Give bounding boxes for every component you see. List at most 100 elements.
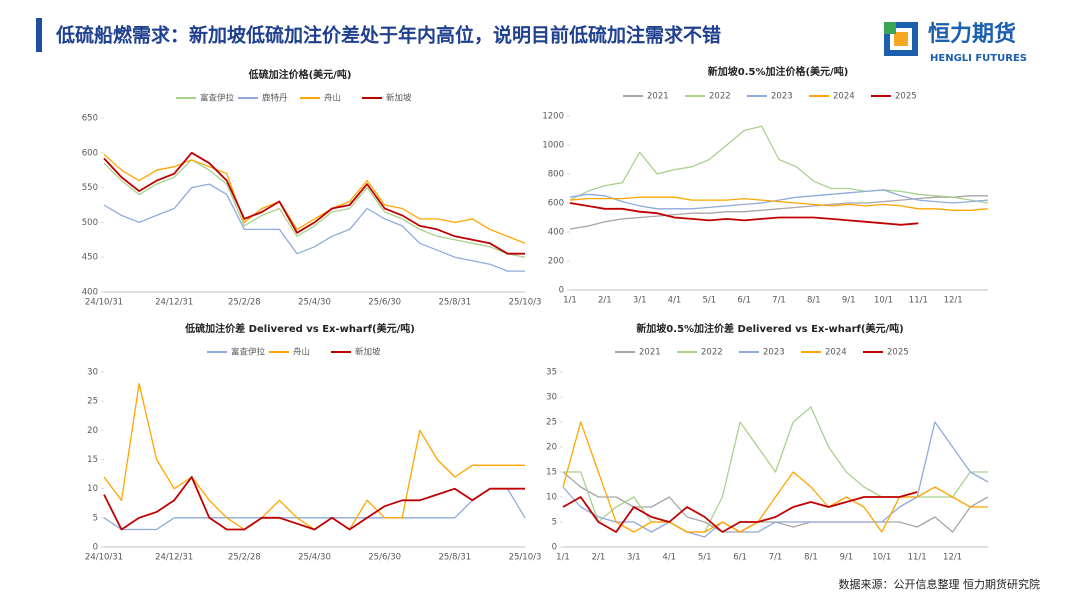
- y-tick-label: 200: [548, 257, 564, 267]
- x-tick-label: 25/4/30: [298, 298, 331, 308]
- x-tick-label: 6/1: [733, 553, 747, 563]
- x-tick-label: 5/1: [698, 553, 712, 563]
- series-line: [562, 471, 989, 533]
- y-tick-label: 500: [82, 218, 98, 228]
- x-tick-label: 10/1: [872, 553, 891, 563]
- legend-label: 富查伊拉: [231, 347, 266, 358]
- x-tick-label: 8/1: [807, 296, 821, 306]
- x-tick-label: 9/1: [842, 296, 856, 306]
- legend-label: 2025: [895, 92, 917, 102]
- chart-title: 新加坡0.5%加注价格(美元/吨): [708, 65, 849, 78]
- logo-icon: [884, 22, 918, 56]
- y-tick-label: 450: [82, 253, 98, 263]
- y-tick-label: 10: [87, 484, 98, 494]
- x-tick-label: 2/1: [598, 296, 612, 306]
- y-tick-label: 10: [546, 493, 557, 503]
- legend-label: 舟山: [324, 93, 341, 104]
- y-tick-label: 30: [546, 393, 557, 403]
- legend-label: 舟山: [293, 347, 310, 358]
- series-line: [569, 202, 919, 226]
- x-tick-label: 24/10/31: [85, 553, 123, 563]
- x-tick-label: 25/2/28: [228, 298, 261, 308]
- series-line: [562, 421, 989, 538]
- y-tick-label: 5: [93, 513, 98, 523]
- x-tick-label: 10/1: [874, 296, 893, 306]
- y-tick-label: 0: [559, 286, 564, 296]
- chart-title: 低硫加注价差 Delivered vs Ex-wharf(美元/吨): [184, 322, 415, 335]
- x-tick-label: 25/2/28: [228, 553, 261, 563]
- x-tick-label: 25/8/31: [438, 553, 471, 563]
- legend-label: 鹿特丹: [262, 93, 288, 104]
- y-tick-label: 550: [82, 183, 98, 193]
- logo-text: 恒力期货: [928, 21, 1016, 47]
- chart-title: 低硫加注价格(美元/吨): [248, 68, 352, 81]
- x-tick-label: 25/6/30: [368, 298, 401, 308]
- y-tick-label: 25: [87, 397, 98, 407]
- x-tick-label: 25/4/30: [298, 553, 331, 563]
- y-tick-label: 20: [87, 426, 98, 436]
- x-tick-label: 24/10/31: [85, 298, 123, 308]
- y-tick-label: 600: [548, 199, 564, 209]
- y-tick-label: 1000: [542, 141, 564, 151]
- y-tick-label: 600: [82, 148, 98, 158]
- series-line: [569, 195, 988, 230]
- legend-label: 2021: [639, 348, 661, 358]
- x-tick-label: 24/12/31: [155, 553, 193, 563]
- x-tick-label: 4/1: [662, 553, 676, 563]
- legend-label: 2021: [647, 92, 669, 102]
- legend-label: 新加坡: [386, 93, 412, 104]
- series-line: [103, 151, 525, 255]
- x-tick-label: 9/1: [839, 553, 853, 563]
- x-tick-label: 11/1: [909, 296, 928, 306]
- x-tick-label: 1/1: [556, 553, 570, 563]
- legend-label: 2022: [709, 92, 731, 102]
- y-tick-label: 15: [87, 455, 98, 465]
- y-tick-label: 30: [87, 368, 98, 378]
- series-line: [103, 488, 526, 531]
- series-line: [562, 421, 988, 533]
- x-tick-label: 7/1: [769, 553, 783, 563]
- series-line: [569, 189, 989, 210]
- source: 数据来源：公开信息整理 恒力期货研究院: [839, 577, 1041, 591]
- x-tick-label: 25/10/3: [509, 298, 542, 308]
- legend-label: 2022: [701, 348, 723, 358]
- y-tick-label: 400: [82, 288, 98, 298]
- slide-title: 低硫船燃需求：新加坡低硫加注价差处于年内高位，说明目前低硫加注需求不错: [55, 24, 721, 47]
- y-tick-label: 20: [546, 443, 557, 453]
- y-tick-label: 400: [548, 228, 564, 238]
- x-tick-label: 3/1: [633, 296, 647, 306]
- y-tick-label: 5: [552, 518, 557, 528]
- series-line: [562, 491, 918, 533]
- y-tick-label: 15: [546, 468, 557, 478]
- series-line: [569, 125, 989, 204]
- x-tick-label: 1/1: [563, 296, 577, 306]
- series-line: [103, 383, 525, 531]
- x-tick-label: 3/1: [627, 553, 641, 563]
- y-tick-label: 35: [546, 368, 557, 378]
- y-tick-label: 1200: [542, 112, 564, 122]
- legend-label: 2024: [825, 348, 847, 358]
- series-line: [569, 196, 989, 211]
- legend-label: 富查伊拉: [200, 93, 235, 104]
- series-line: [103, 159, 526, 258]
- legend-label: 2025: [887, 348, 909, 358]
- y-tick-label: 800: [548, 170, 564, 180]
- x-tick-label: 5/1: [702, 296, 716, 306]
- y-tick-label: 0: [93, 543, 98, 553]
- x-tick-label: 8/1: [804, 553, 818, 563]
- x-tick-label: 25/10/3: [509, 553, 542, 563]
- legend-label: 2024: [833, 92, 855, 102]
- y-tick-label: 650: [82, 114, 98, 124]
- legend-label: 2023: [763, 348, 785, 358]
- x-tick-label: 12/1: [943, 553, 962, 563]
- y-tick-label: 0: [552, 543, 557, 553]
- title-bar: [36, 18, 42, 52]
- x-tick-label: 7/1: [772, 296, 786, 306]
- x-tick-label: 6/1: [737, 296, 751, 306]
- chart-title: 新加坡0.5%加注价差 Delivered vs Ex-wharf(美元/吨): [636, 322, 903, 335]
- logo-en: HENGLI FUTURES: [930, 53, 1027, 64]
- series-line: [103, 476, 525, 531]
- y-tick-label: 25: [546, 418, 557, 428]
